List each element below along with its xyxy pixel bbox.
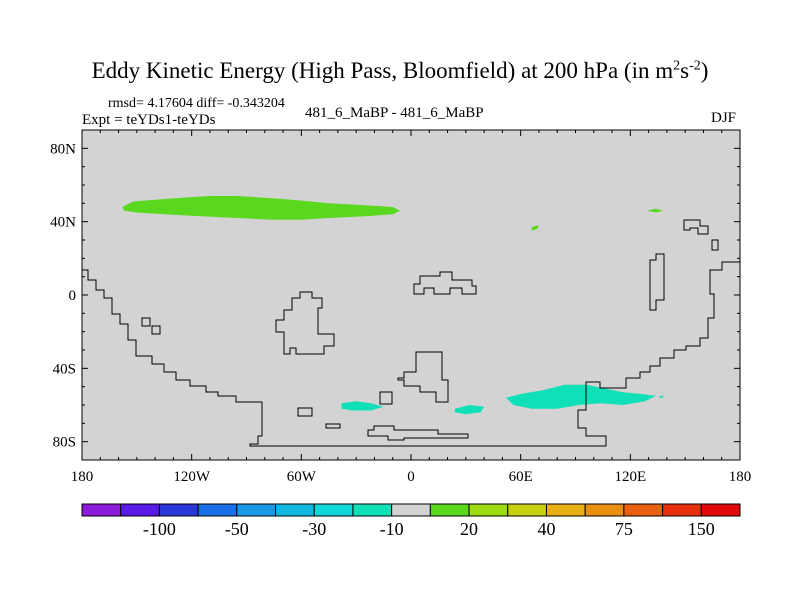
y-tick-label: 40N — [50, 215, 76, 231]
coastline-1 — [413, 271, 477, 295]
stats-text: rmsd= 4.17604 diff= -0.343204 — [108, 96, 285, 111]
y-tick-label: 40S — [53, 361, 76, 377]
colorbar-box — [429, 503, 470, 517]
colorbar-label: -10 — [380, 519, 404, 539]
colorbar-label: 20 — [460, 519, 478, 539]
x-tick-label: 180 — [729, 469, 752, 485]
y-tick-label: 80N — [50, 141, 76, 157]
region-north-pacific-green — [122, 196, 400, 220]
plot-background — [82, 130, 740, 460]
coastline-10 — [649, 253, 665, 311]
colorbar-box — [584, 503, 625, 517]
coastline-9 — [367, 425, 469, 441]
coastline-6 — [325, 423, 341, 429]
region-north-atlantic-green — [531, 225, 539, 231]
coastline-12 — [683, 219, 709, 235]
colorbar-box — [120, 503, 160, 517]
x-tick-label: 120W — [173, 469, 211, 485]
coastline-7 — [397, 351, 449, 403]
coastline-3 — [141, 317, 151, 327]
colorbar-box — [700, 503, 741, 517]
colorbar-label: 40 — [537, 519, 555, 539]
region-south-indian-east-cyan — [506, 384, 656, 409]
colorbar-box — [662, 503, 702, 517]
colorbar-label: 150 — [688, 519, 715, 539]
colorbar-box — [313, 503, 354, 517]
coastline-2 — [275, 291, 335, 355]
colorbar-box — [81, 503, 122, 517]
y-tick-label: 0 — [69, 288, 77, 304]
colorbar-box — [236, 503, 277, 517]
colorbar-box — [623, 503, 664, 517]
region-north-pacific-east-green — [646, 208, 664, 213]
coastline-5 — [297, 407, 313, 417]
x-tick-label: 0 — [407, 469, 415, 485]
colorbar-box — [391, 503, 431, 517]
colorbar-box — [507, 503, 547, 517]
x-tick-label: 180 — [71, 469, 94, 485]
colorbar-box — [158, 503, 199, 517]
colorbar-box — [545, 503, 586, 517]
coastline-4 — [151, 325, 161, 335]
chart-title: Eddy Kinetic Energy (High Pass, Bloomfie… — [91, 58, 709, 83]
coastline-0 — [82, 261, 740, 447]
colorbar-box — [352, 503, 393, 517]
colorbar-box — [275, 503, 315, 517]
case-label: 481_6_MaBP - 481_6_MaBP — [305, 105, 484, 121]
region-south-atlantic-cyan — [341, 401, 384, 411]
colorbar-label: 75 — [615, 519, 633, 539]
experiment-label: Expt = teYDs1-teYDs — [82, 112, 216, 128]
x-tick-label: 60E — [509, 469, 533, 485]
coastline-11 — [711, 239, 719, 251]
colorbar-label: -30 — [302, 519, 326, 539]
x-tick-label: 120E — [614, 469, 646, 485]
colorbar-label: -100 — [143, 519, 176, 539]
region-cyan-dot — [659, 395, 664, 398]
colorbar-box — [197, 503, 238, 517]
colorbar-box — [468, 503, 509, 517]
season-label: DJF — [711, 110, 737, 126]
y-tick-label: 80S — [53, 435, 76, 451]
x-tick-label: 60W — [287, 469, 317, 485]
coastline-8 — [379, 391, 393, 405]
colorbar-label: -50 — [225, 519, 249, 539]
region-south-indian-cyan — [454, 405, 485, 415]
